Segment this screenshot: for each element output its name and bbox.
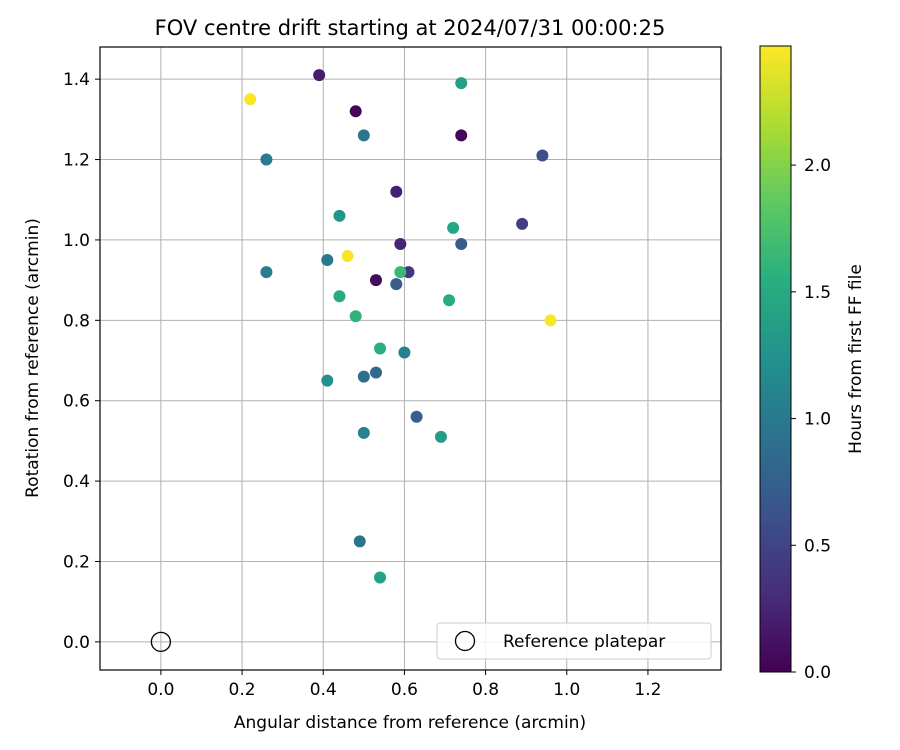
x-tick-label: 1.0 <box>553 680 580 700</box>
x-tick-label: 0.2 <box>229 680 256 700</box>
data-point <box>333 209 346 222</box>
data-point <box>244 93 257 106</box>
data-point <box>447 221 460 234</box>
colorbar: 0.0 0.5 1.0 1.5 2.0 Hours from first FF file <box>759 45 866 683</box>
data-point <box>357 370 370 383</box>
data-point <box>390 185 403 198</box>
data-point <box>455 237 468 250</box>
y-tick-label: 0.6 <box>63 392 90 412</box>
data-point <box>394 237 407 250</box>
y-tick-label: 1.2 <box>63 151 90 171</box>
data-point <box>349 310 362 323</box>
colorbar-label: Hours from first FF file <box>846 264 866 454</box>
x-tick-label: 0.0 <box>147 680 174 700</box>
colorbar-tick-label: 1.0 <box>804 410 831 430</box>
x-tick-label: 0.4 <box>310 680 337 700</box>
data-point <box>398 346 411 359</box>
data-point <box>374 342 387 355</box>
data-point <box>353 535 366 548</box>
colorbar-ticks: 0.0 0.5 1.0 1.5 2.0 <box>791 156 831 683</box>
legend-label: Reference platepar <box>503 632 665 652</box>
data-point <box>349 105 362 118</box>
data-point <box>544 314 557 327</box>
data-point <box>313 69 326 82</box>
data-point <box>536 149 549 162</box>
legend-marker <box>454 630 476 652</box>
data-point <box>333 290 346 303</box>
data-point <box>370 366 382 379</box>
data-point <box>455 77 468 90</box>
colorbar-tick-label: 0.0 <box>804 663 831 683</box>
data-point <box>370 274 382 287</box>
data-point <box>455 129 468 142</box>
data-point <box>516 217 529 230</box>
data-point <box>260 153 273 166</box>
y-tick-label: 0.2 <box>63 552 90 572</box>
colorbar-tick-label: 0.5 <box>804 536 831 556</box>
data-point <box>394 266 407 279</box>
legend-box <box>436 622 712 660</box>
y-tick-label: 0.8 <box>63 311 90 331</box>
data-point <box>374 571 387 584</box>
x-axis-label: Angular distance from reference (arcmin) <box>234 713 586 733</box>
plot-frame <box>99 46 722 671</box>
grid <box>100 47 721 670</box>
chart-title: FOV centre drift starting at 2024/07/31 … <box>155 16 666 40</box>
scatter-points <box>150 69 557 653</box>
y-tick-label: 0.0 <box>63 633 90 653</box>
data-point <box>390 278 403 291</box>
x-tick-label: 0.6 <box>391 680 418 700</box>
x-tick-label: 1.2 <box>634 680 661 700</box>
data-point <box>341 250 354 263</box>
colorbar-tick-label: 2.0 <box>804 156 831 176</box>
legend: Reference platepar <box>436 622 712 660</box>
colorbar-gradient <box>759 45 792 673</box>
reference-platepar-marker <box>150 631 172 653</box>
y-axis-label: Rotation from reference (arcmin) <box>23 218 43 498</box>
data-point <box>260 266 273 279</box>
data-point <box>410 410 423 423</box>
y-tick-label: 0.4 <box>63 472 90 492</box>
data-point <box>357 426 370 439</box>
x-tick-label: 0.8 <box>472 680 499 700</box>
axis-ticks: 0.0 0.2 0.4 0.6 0.8 1.0 1.2 0.0 0.2 0.4 0.6 0.8 1.0 1… <box>63 70 662 700</box>
data-point <box>321 374 334 387</box>
colorbar-tick-label: 1.5 <box>804 283 831 303</box>
y-tick-label: 1.4 <box>63 70 90 90</box>
data-point <box>434 430 447 443</box>
data-point <box>321 254 334 267</box>
data-point <box>357 129 370 142</box>
data-point <box>443 294 456 307</box>
y-tick-label: 1.0 <box>63 231 90 251</box>
